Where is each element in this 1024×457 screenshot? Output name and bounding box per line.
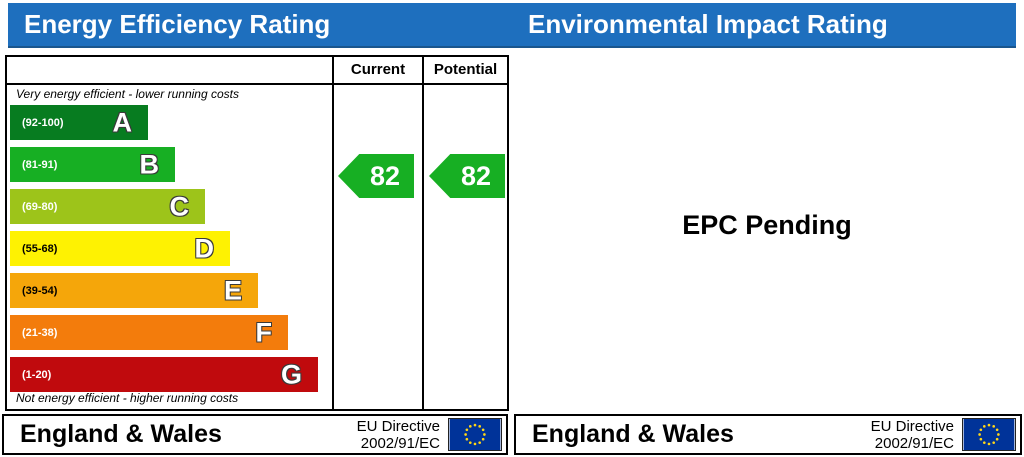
eu-directive-line1: EU Directive — [870, 417, 954, 435]
eu-directive-line2: 2002/91/EC — [360, 434, 440, 452]
bottom-note: Not energy efficient - higher running co… — [16, 391, 239, 405]
band-g: (1-20) G — [10, 357, 318, 392]
potential-column-header: Potential — [433, 61, 498, 78]
band-f: (21-38) F — [10, 315, 288, 350]
band-b-range: (81-91) — [22, 158, 58, 171]
band-f-range: (21-38) — [22, 326, 58, 339]
region-label: England & Wales — [20, 420, 222, 448]
eu-flag-icon — [962, 418, 1016, 451]
band-e: (39-54) E — [10, 273, 258, 308]
band-e-letter: E — [223, 275, 242, 305]
column-divider — [332, 57, 334, 409]
current-rating-value: 82 — [369, 160, 401, 191]
epc-pending-message: EPC Pending — [682, 210, 852, 240]
band-a-range: (92-100) — [22, 116, 64, 129]
band-a-letter: A — [112, 107, 133, 137]
environmental-impact-title: Environmental Impact Rating — [528, 9, 888, 39]
energy-efficiency-title: Energy Efficiency Rating — [24, 9, 331, 39]
band-d: (55-68) D — [10, 231, 230, 266]
column-divider — [422, 57, 424, 409]
eu-directive-line2: 2002/91/EC — [874, 434, 954, 452]
band-g-range: (1-20) — [22, 368, 52, 381]
band-c: (69-80) C — [10, 189, 205, 224]
current-column-header: Current — [350, 61, 406, 78]
footer-left: England & Wales EU Directive 2002/91/EC — [2, 414, 508, 455]
potential-rating-value: 82 — [460, 160, 492, 191]
band-f-letter: F — [255, 317, 273, 347]
band-c-letter: C — [169, 191, 190, 221]
region-label: England & Wales — [532, 420, 734, 448]
band-b: (81-91) B — [10, 147, 175, 182]
band-a: (92-100) A — [10, 105, 148, 140]
eu-directive-label: EU Directive 2002/91/EC — [871, 418, 962, 452]
top-note: Very energy efficient - lower running co… — [16, 87, 239, 101]
header-row-divider — [7, 83, 507, 85]
energy-rating-table: Current Potential Very energy efficient … — [5, 55, 509, 411]
current-rating-arrow: 82 — [338, 154, 414, 198]
band-g-letter: G — [280, 359, 302, 389]
eu-flag-icon — [448, 418, 502, 451]
footer-right: England & Wales EU Directive 2002/91/EC — [514, 414, 1022, 455]
eu-directive-label: EU Directive 2002/91/EC — [357, 418, 448, 452]
header-bar: Energy Efficiency Rating Environmental I… — [8, 3, 1016, 48]
band-b-letter: B — [139, 149, 160, 179]
band-c-range: (69-80) — [22, 200, 58, 213]
eu-directive-line1: EU Directive — [356, 417, 440, 435]
band-e-range: (39-54) — [22, 284, 58, 297]
band-d-range: (55-68) — [22, 242, 58, 255]
potential-rating-arrow: 82 — [429, 154, 505, 198]
band-d-letter: D — [194, 233, 215, 263]
